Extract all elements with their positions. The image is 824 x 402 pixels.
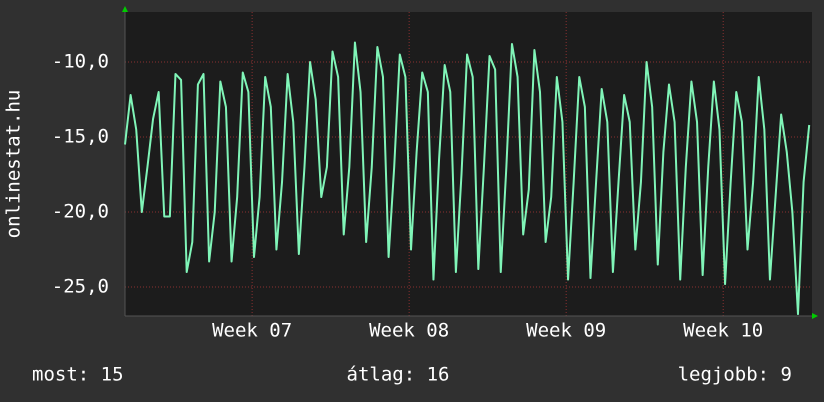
footer-text: legjobb: 9 — [678, 364, 792, 386]
x-tick-label: Week 07 — [212, 320, 292, 342]
footer-text: átlag: 16 — [347, 364, 450, 386]
data-line — [124, 41, 811, 316]
y-tick-label: -10,0 — [52, 50, 109, 72]
axis-arrow — [812, 313, 818, 319]
y-axis-label: onlinestat.hu — [3, 90, 25, 239]
y-tick-label: -20,0 — [52, 201, 109, 223]
x-tick-label: Week 10 — [683, 320, 763, 342]
y-tick-label: -15,0 — [52, 125, 109, 147]
x-tick-label: Week 08 — [369, 320, 449, 342]
axis-arrow — [122, 6, 128, 12]
x-tick-label: Week 09 — [526, 320, 606, 342]
footer-text: most: 15 — [32, 364, 124, 386]
y-tick-label: -25,0 — [52, 276, 109, 298]
